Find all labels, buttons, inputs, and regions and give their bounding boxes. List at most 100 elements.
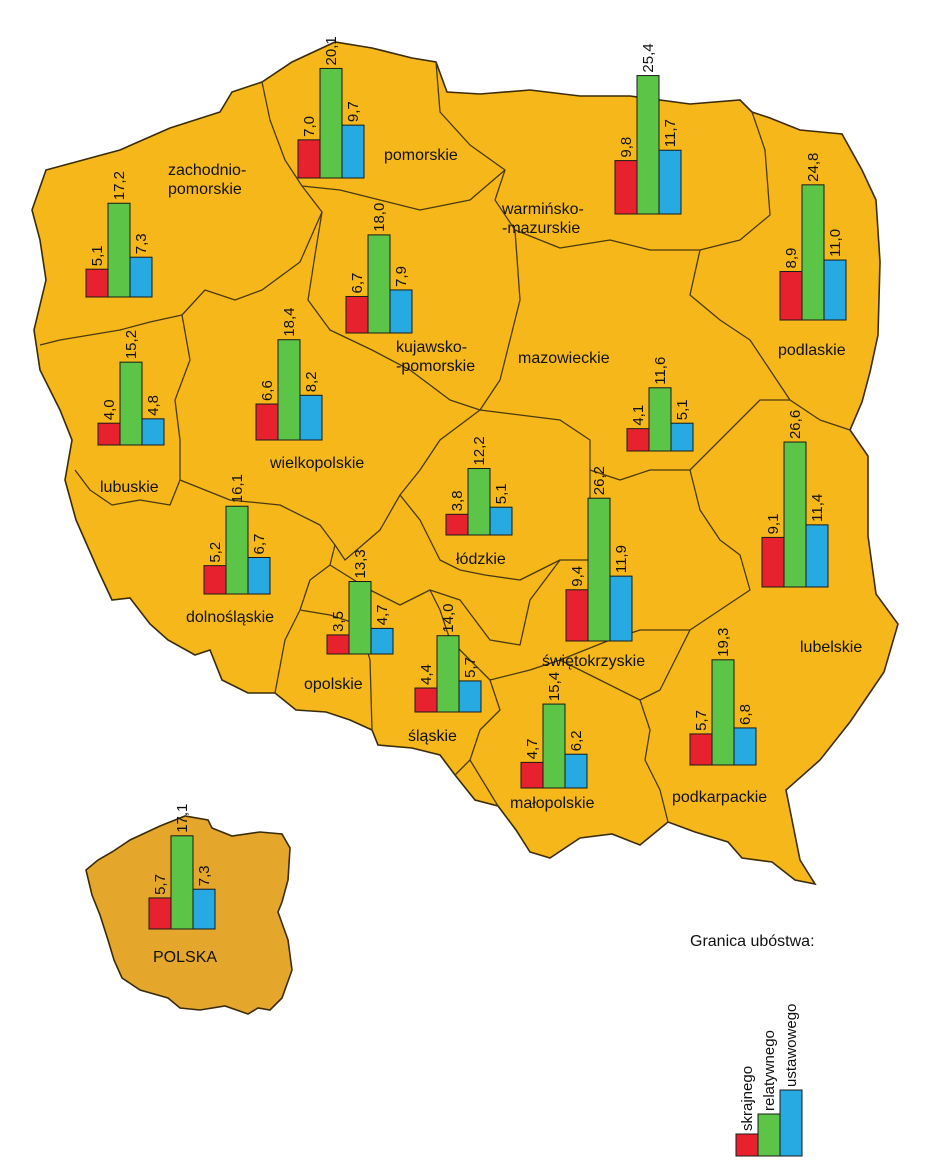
bar-label-polska-skrajnego: 5,7 xyxy=(152,874,169,895)
bar-label-opolskie-skrajnego: 3,5 xyxy=(330,611,347,632)
bar-label-slaskie-ustawowego: 5,7 xyxy=(462,657,479,678)
bar-malopolskie-ustawowego xyxy=(564,753,588,789)
bar-label-pomorskie-ustawowego: 9,7 xyxy=(345,101,362,122)
region-name-lubelskie: lubelskie xyxy=(800,639,862,656)
bar-label-podlaskie-relatywnego: 24,8 xyxy=(805,153,822,182)
region-name-wielkopolskie: wielkopolskie xyxy=(269,455,364,472)
region-name-pomorskie: pomorskie xyxy=(384,147,458,164)
bar-mazowieckie-relatywnego xyxy=(648,387,672,452)
bar-polska-relatywnego xyxy=(170,835,194,930)
legend-label-relatywnego: relatywnego xyxy=(761,1030,778,1111)
bar-label-podkarpackie-skrajnego: 5,7 xyxy=(693,710,710,731)
bar-label-polska-ustawowego: 7,3 xyxy=(196,865,213,886)
bar-label-slaskie-relatywnego: 14,0 xyxy=(440,603,457,632)
bar-lubelskie-skrajnego xyxy=(761,536,785,588)
region-name-lubuskie: lubuskie xyxy=(100,479,159,496)
bar-label-zachodniopomorskie-relatywnego: 17,2 xyxy=(111,171,128,200)
bar-lubelskie-ustawowego xyxy=(805,524,829,588)
legend: Granica ubóstwa: skrajnego relatywnego usta… xyxy=(690,933,815,1157)
bar-label-mazowieckie-skrajnego: 4,1 xyxy=(630,405,647,426)
region-name-opolskie: opolskie xyxy=(304,676,363,693)
bar-label-podkarpackie-relatywnego: 19,3 xyxy=(715,628,732,657)
region-dolnoslaskie: 5,2 16,1 6,7 dolnośląskie xyxy=(186,474,274,626)
bar-label-pomorskie-relatywnego: 20,1 xyxy=(323,36,340,65)
region-name-podlaskie: podlaskie xyxy=(778,342,846,359)
region-lodzkie: 3,8 12,2 5,1 łódzkie xyxy=(445,436,513,568)
region-lubuskie: 4,0 15,2 4,8 lubuskie xyxy=(97,330,165,496)
bar-label-lodzkie-skrajnego: 3,8 xyxy=(449,490,466,511)
region-mazowieckie: 4,1 11,6 5,1 mazowieckie xyxy=(518,350,694,452)
bar-label-slaskie-skrajnego: 4,4 xyxy=(418,664,435,685)
bar-label-malopolskie-relatywnego: 15,4 xyxy=(546,672,563,701)
bar-label-zachodniopomorskie-skrajnego: 5,1 xyxy=(89,245,106,266)
bar-label-malopolskie-ustawowego: 6,2 xyxy=(568,730,585,751)
bar-dolnoslaskie-relatywnego xyxy=(225,505,249,595)
bar-label-warminsko-mazurskie-relatywnego: 25,4 xyxy=(640,43,657,72)
bar-label-swietokrzyskie-relatywnego: 26,2 xyxy=(591,466,608,495)
bar-label-dolnoslaskie-ustawowego: 6,7 xyxy=(251,534,268,555)
bar-label-warminsko-mazurskie-skrajnego: 9,8 xyxy=(618,137,635,158)
bar-lubuskie-ustawowego xyxy=(141,418,165,446)
region-name-polska: POLSKA xyxy=(153,949,217,966)
bar-label-kujawsko-pomorskie-skrajnego: 6,7 xyxy=(349,273,366,294)
region-swietokrzyskie: 9,4 26,2 11,9 świętokrzyskie xyxy=(542,466,645,670)
bar-label-lodzkie-ustawowego: 5,1 xyxy=(493,483,510,504)
bar-label-mazowieckie-relatywnego: 11,6 xyxy=(652,357,669,385)
bar-label-opolskie-ustawowego: 4,7 xyxy=(374,605,391,626)
bar-opolskie-skrajnego xyxy=(326,634,350,655)
bar-label-zachodniopomorskie-ustawowego: 7,3 xyxy=(133,233,150,254)
bar-podkarpackie-ustawowego xyxy=(733,727,757,766)
bar-podkarpackie-relatywnego xyxy=(711,659,735,766)
legend-swatch-relatywnego xyxy=(757,1113,781,1157)
bar-label-lubelskie-skrajnego: 9,1 xyxy=(765,514,782,535)
bar-label-kujawsko-pomorskie-ustawowego: 7,9 xyxy=(393,266,410,287)
region-name-malopolskie: małopolskie xyxy=(510,795,595,812)
region-name-swietokrzyskie: świętokrzyskie xyxy=(542,653,645,670)
bar-warminsko-mazurskie-relatywnego xyxy=(636,75,660,215)
bar-pomorskie-relatywnego xyxy=(319,67,343,179)
bar-label-swietokrzyskie-ustawowego: 11,9 xyxy=(613,545,630,573)
bar-label-podlaskie-ustawowego: 11,0 xyxy=(827,229,844,257)
bar-label-lubelskie-ustawowego: 11,4 xyxy=(809,494,826,522)
region-slaskie: 4,4 14,0 5,7 śląskie xyxy=(408,603,482,745)
region-name-zachodniopomorskie-1: zachodnio- xyxy=(168,162,246,179)
bar-malopolskie-skrajnego xyxy=(520,761,544,789)
bar-podkarpackie-skrajnego xyxy=(689,733,713,766)
region-name-dolnoslaskie: dolnośląskie xyxy=(186,609,274,626)
bar-kujawsko-pomorskie-relatywnego xyxy=(367,234,391,334)
region-name-podkarpackie: podkarpackie xyxy=(672,789,767,806)
bar-dolnoslaskie-ustawowego xyxy=(247,556,271,595)
bar-label-dolnoslaskie-relatywnego: 16,1 xyxy=(229,474,246,503)
bar-label-opolskie-relatywnego: 13,3 xyxy=(352,549,369,578)
bar-swietokrzyskie-skrajnego xyxy=(565,589,589,642)
legend-title: Granica ubóstwa: xyxy=(690,933,815,950)
bar-label-lodzkie-relatywnego: 12,2 xyxy=(471,436,488,465)
bar-pomorskie-ustawowego xyxy=(341,124,365,179)
region-lubelskie: 9,1 26,6 11,4 lubelskie xyxy=(761,410,862,656)
region-warminsko-mazurskie: 9,8 25,4 11,7 warmińsko- -mazurskie xyxy=(501,43,682,237)
region-name-lodzkie: łódzkie xyxy=(456,551,506,568)
bar-slaskie-skrajnego xyxy=(414,687,438,713)
bar-label-malopolskie-skrajnego: 4,7 xyxy=(524,739,541,760)
bar-label-mazowieckie-ustawowego: 5,1 xyxy=(674,399,691,420)
region-malopolskie: 4,7 15,4 6,2 małopolskie xyxy=(510,672,595,812)
legend-swatch-skrajnego xyxy=(735,1133,759,1157)
bar-lodzkie-ustawowego xyxy=(489,506,513,536)
legend-label-ustawowego: ustawowego xyxy=(783,1004,800,1087)
bar-lubuskie-relatywnego xyxy=(119,361,143,446)
bar-zachodniopomorskie-skrajnego xyxy=(85,268,109,298)
poland-map-outline xyxy=(31,41,899,886)
bar-label-podlaskie-skrajnego: 8,9 xyxy=(783,248,800,269)
region-name-kujawsko-pomorskie-1: kujawsko- xyxy=(396,339,467,356)
bar-warminsko-mazurskie-skrajnego xyxy=(614,160,638,215)
region-pomorskie: 7,0 20,1 9,7 pomorskie xyxy=(297,36,458,179)
legend-label-skrajnego: skrajnego xyxy=(739,1066,756,1131)
bar-wielkopolskie-relatywnego xyxy=(277,339,301,441)
bar-slaskie-relatywnego xyxy=(436,635,460,713)
bar-label-kujawsko-pomorskie-relatywnego: 18,0 xyxy=(371,203,388,232)
bar-podlaskie-skrajnego xyxy=(779,270,803,321)
bar-wielkopolskie-skrajnego xyxy=(255,403,279,441)
bar-opolskie-ustawowego xyxy=(370,627,394,655)
bar-label-lubuskie-ustawowego: 4,8 xyxy=(145,395,162,416)
